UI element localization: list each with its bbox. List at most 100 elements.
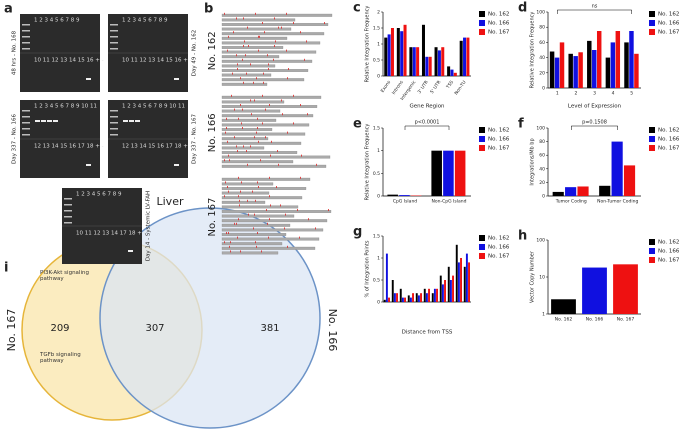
integration-site: [225, 181, 226, 183]
integration-site: [250, 99, 251, 101]
bar: [413, 47, 416, 76]
band: [53, 120, 58, 122]
integration-site: [227, 186, 228, 188]
integration-site: [230, 250, 231, 252]
bracket: [557, 10, 631, 14]
chromosome: [222, 119, 276, 122]
ladder-band: [22, 36, 30, 38]
integration-site: [287, 132, 288, 134]
legend-swatch: [649, 239, 655, 245]
band: [174, 78, 179, 80]
legend-label: No. 167: [488, 30, 510, 36]
integration-site: [254, 136, 255, 138]
chromosome: [222, 28, 291, 31]
lane-labels: 1 2 3 4 5 6 7 8 9 10 11: [34, 104, 97, 110]
x-tick-label: No. 166: [586, 317, 604, 323]
integration-site: [240, 250, 241, 252]
integration-site: [243, 145, 244, 147]
chromosome: [222, 233, 286, 236]
bar: [431, 151, 442, 196]
integration-site: [255, 241, 256, 243]
y-tick-label: 0.5: [373, 278, 380, 284]
pathway: PI3K-Akt signaling pathway: [40, 270, 100, 310]
integration-site: [248, 45, 249, 47]
bar: [616, 31, 620, 88]
bar: [429, 57, 432, 76]
band: [129, 120, 134, 122]
legend-label: No. 166: [658, 21, 680, 27]
band: [86, 164, 91, 166]
x-tick-label: Non-CpG Island: [432, 199, 467, 205]
x-axis-label: Gene Region: [409, 104, 445, 110]
bar: [468, 262, 470, 302]
x-tick-label: 4: [612, 91, 615, 97]
bar: [384, 38, 387, 76]
ladder-band: [110, 24, 118, 26]
integration-site: [260, 159, 261, 161]
y-axis-label: Relative Integration Frequency: [365, 124, 371, 201]
integration-site: [236, 223, 237, 225]
chromosome: [222, 46, 283, 49]
integration-site: [225, 132, 226, 134]
integration-site: [247, 164, 248, 166]
chromosome: [222, 124, 309, 127]
integration-site: [308, 218, 309, 220]
bar: [400, 289, 402, 302]
x-tick-label: 3: [593, 91, 596, 97]
bar: [455, 151, 466, 196]
y-tick-label: 80: [539, 25, 545, 31]
gel-label: Day 337 - No. 167: [192, 114, 198, 164]
lane-labels: 1 2 3 4 5 6 7 8 9: [122, 18, 168, 24]
y-tick-label: 100: [536, 126, 545, 132]
panel-label: a: [4, 2, 13, 17]
lane-labels: 1 2 3 4 5 6 7 8 9 10 11: [122, 104, 185, 110]
y-tick-label: 1: [542, 312, 545, 318]
integration-site: [256, 246, 257, 248]
bar: [460, 258, 462, 302]
annotation: p<0.0001: [415, 120, 440, 126]
legend-label: No. 162: [488, 128, 509, 134]
y-tick-label: 1: [377, 148, 380, 154]
integration-site: [301, 155, 302, 157]
integration-site: [300, 31, 301, 33]
chromosome: [222, 133, 305, 136]
ladder-band: [110, 110, 118, 112]
chromosome: [222, 51, 316, 54]
bar: [456, 245, 458, 302]
bar: [435, 47, 438, 76]
integration-site: [228, 36, 229, 38]
integration-site: [281, 27, 282, 29]
integration-site: [258, 186, 259, 188]
integration-site: [248, 214, 249, 216]
bar: [422, 25, 425, 76]
integration-site: [224, 195, 225, 197]
chromosome: [222, 160, 293, 163]
legend-swatch: [479, 235, 485, 241]
integration-site: [253, 227, 254, 229]
panel-label: e: [353, 117, 362, 132]
integration-site: [286, 13, 287, 15]
ladder-band: [110, 116, 118, 118]
integration-site: [268, 63, 269, 65]
bar: [402, 298, 404, 302]
chromosome: [222, 196, 302, 199]
x-tick-label: 3' UTR: [417, 80, 430, 95]
gel-label: Day 49 - No. 162: [192, 30, 198, 76]
integration-site: [259, 36, 260, 38]
x-tick-label: No. 167: [617, 317, 635, 323]
legend-swatch: [479, 11, 485, 17]
integration-site: [271, 141, 272, 143]
bar: [420, 293, 422, 302]
bar: [424, 289, 426, 302]
integration-site: [239, 200, 240, 202]
integration-site: [265, 136, 266, 138]
integration-site: [299, 237, 300, 239]
x-tick-label: No. 162: [555, 317, 573, 323]
bar: [399, 195, 410, 196]
integration-site: [264, 31, 265, 33]
y-tick-label: 0: [542, 194, 545, 200]
chromosome: [222, 101, 284, 104]
panel-label: f: [518, 117, 524, 132]
band: [174, 164, 179, 166]
y-tick-label: 1: [377, 256, 380, 262]
